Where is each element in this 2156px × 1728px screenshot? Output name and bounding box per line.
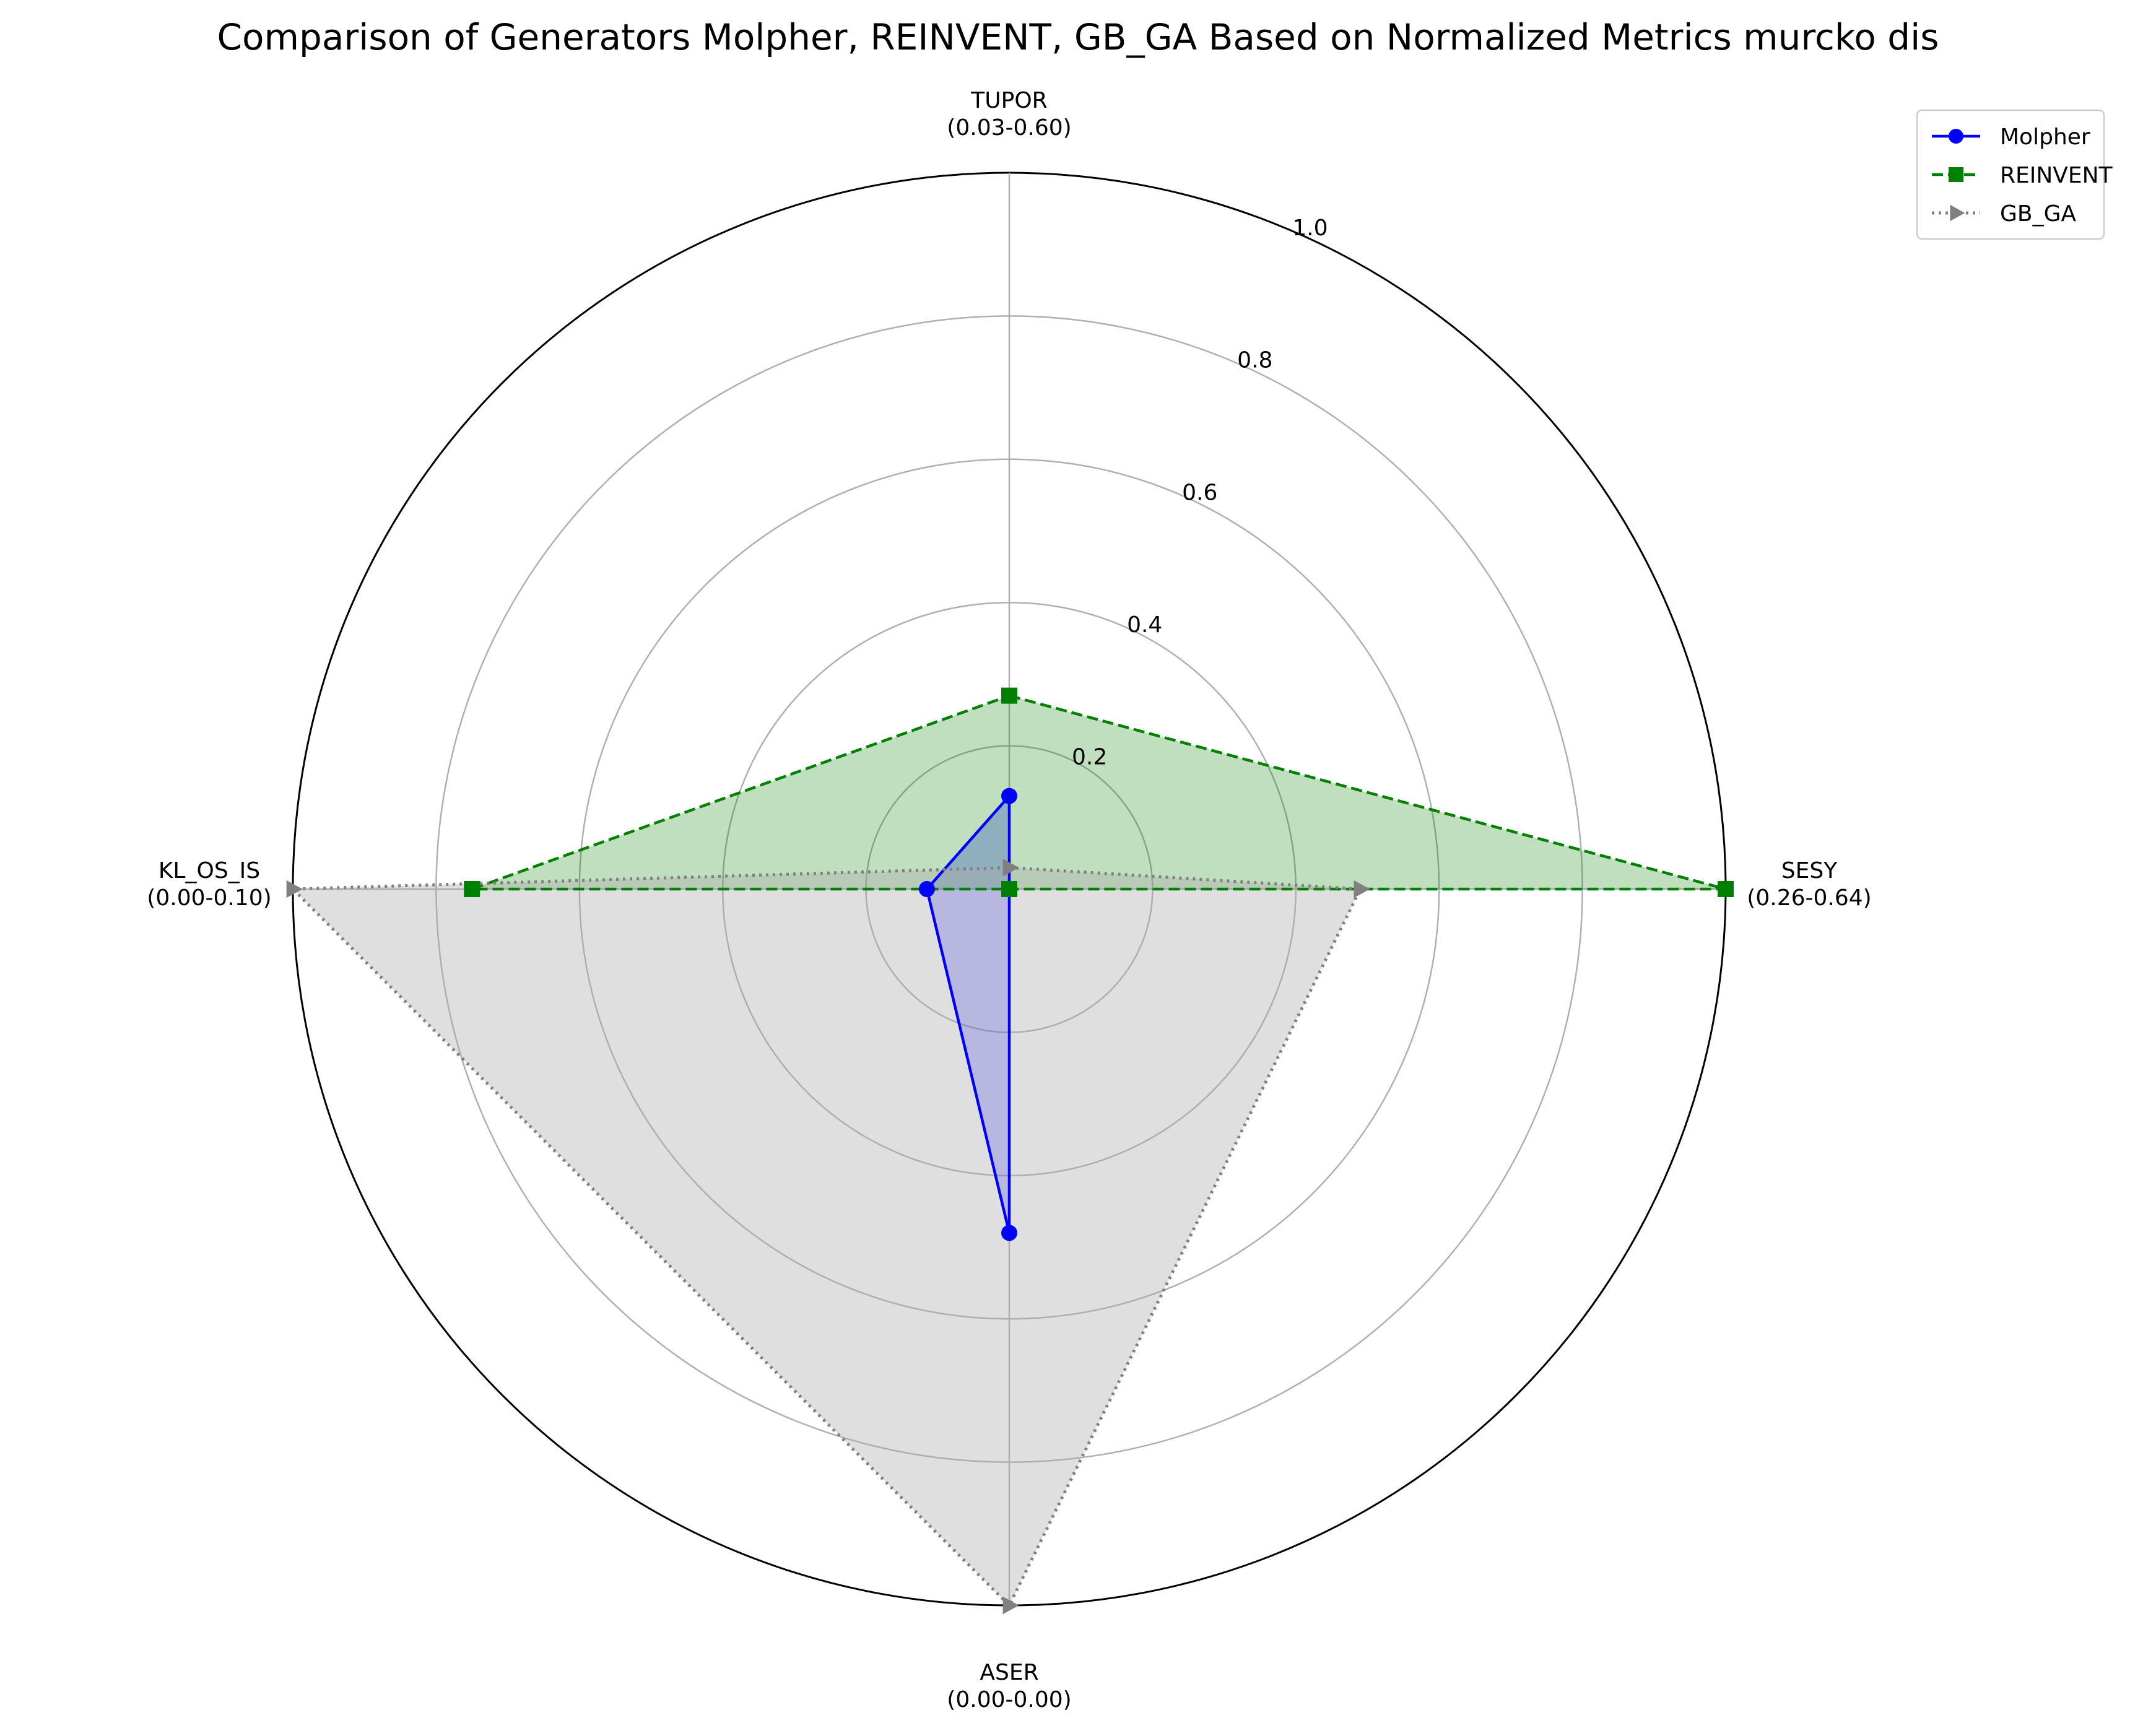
series-fill-molpher [926, 796, 1009, 1233]
point-reinvent [1001, 687, 1017, 704]
series-fill-gb-ga [293, 867, 1360, 1605]
point-gb-ga [1002, 1596, 1019, 1615]
point-reinvent [1001, 881, 1017, 897]
radial-tick-labels: 0.2 0.4 0.6 0.8 1.0 [1072, 215, 1328, 770]
point-molpher [1001, 788, 1017, 804]
legend-box [1916, 109, 2105, 240]
legend-label-molpher: Molpher [2000, 124, 2090, 150]
axis-label-aser: ASER [980, 1660, 1038, 1685]
point-molpher [918, 881, 935, 897]
axis-range-sesy: (0.26-0.64) [1747, 885, 1871, 911]
series-fill-reinvent [472, 695, 1726, 889]
axis-label-tupor: TUPOR [970, 88, 1047, 113]
axis-label-kl-os-is: KL_OS_IS [159, 858, 260, 884]
point-gb-ga [1354, 880, 1370, 898]
radial-tick-label: 0.6 [1182, 480, 1217, 505]
legend-label-reinvent: REINVENT [2000, 163, 2113, 188]
radial-tick-label: 1.0 [1292, 215, 1328, 241]
legend: Molpher REINVENT GB_GA [1916, 109, 2113, 240]
axis-range-kl-os-is: (0.00-0.10) [147, 885, 271, 911]
legend-marker-gb-ga [1950, 204, 1965, 222]
axis-range-tupor: (0.03-0.60) [947, 115, 1071, 141]
radial-tick-label: 0.4 [1127, 612, 1162, 638]
axis-label-sesy: SESY [1781, 858, 1838, 884]
legend-label-gb-ga: GB_GA [2000, 201, 2076, 227]
series-markers [286, 687, 1734, 1615]
point-gb-ga [1002, 858, 1019, 877]
series-fills [293, 695, 1726, 1605]
axis-range-aser: (0.00-0.00) [947, 1687, 1071, 1713]
point-molpher [1001, 1225, 1017, 1241]
legend-marker-molpher [1949, 129, 1963, 144]
legend-marker-reinvent [1949, 167, 1963, 182]
axis-labels: TUPOR(0.03-0.60)SESY(0.26-0.64)ASER(0.00… [147, 88, 1871, 1713]
chart-title: Comparison of Generators Molpher, REINVE… [217, 16, 1939, 58]
point-reinvent [1718, 881, 1734, 897]
point-gb-ga [286, 880, 303, 898]
point-reinvent [464, 881, 480, 897]
radial-tick-label: 0.2 [1072, 744, 1107, 770]
radial-tick-label: 0.8 [1237, 348, 1272, 373]
